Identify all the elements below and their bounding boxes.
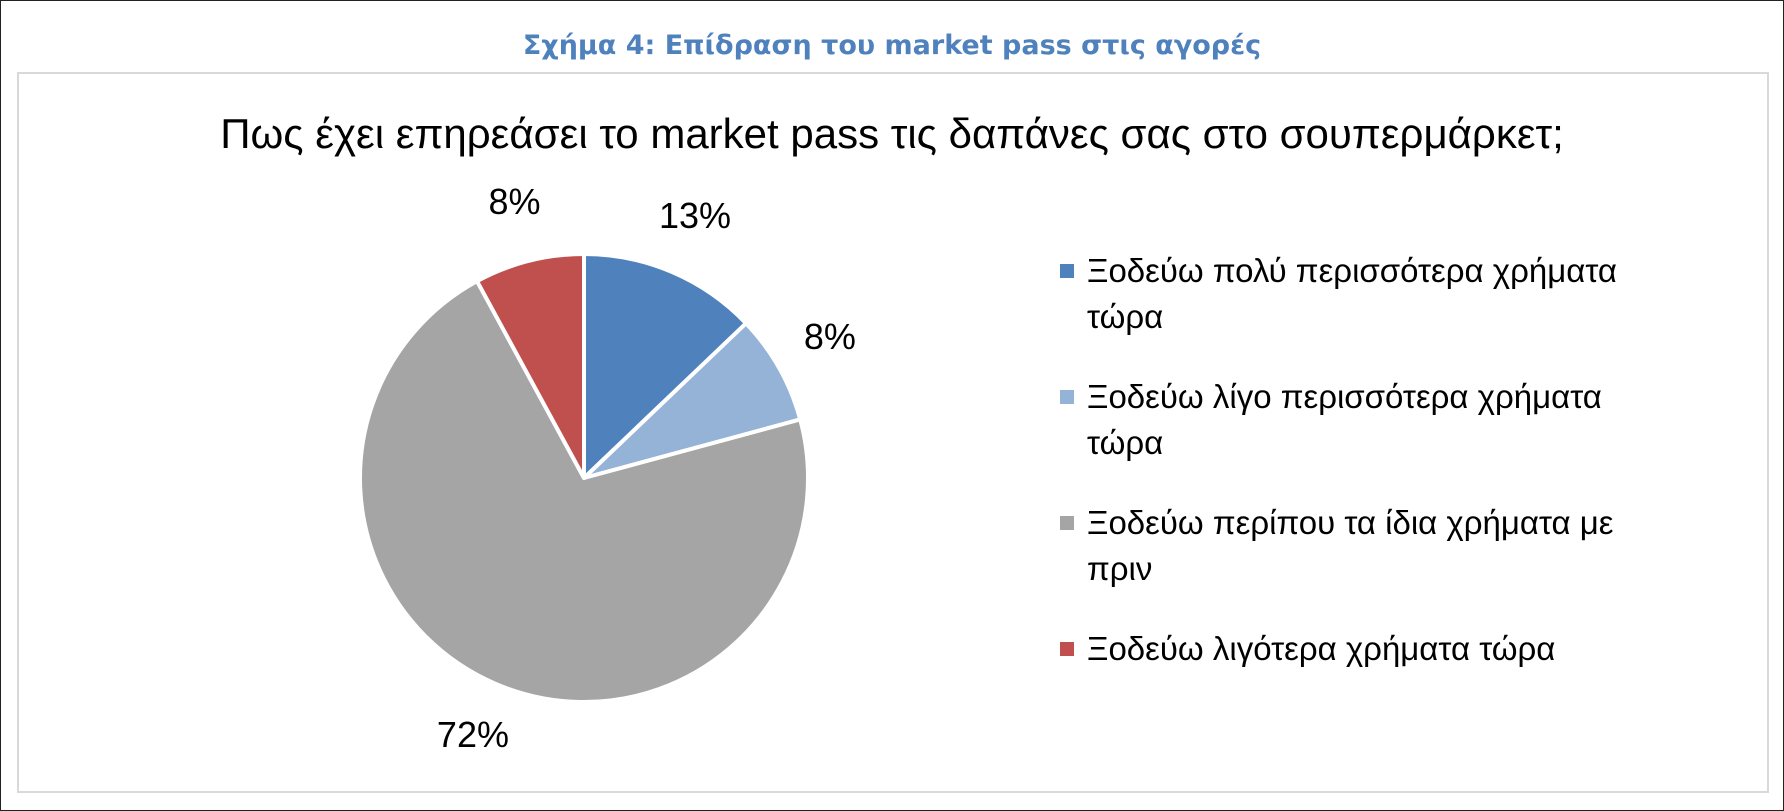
legend-swatch [1060, 516, 1074, 530]
chart-frame [17, 72, 1769, 793]
legend-label: Ξοδεύω λίγο περισσότερα χρήματα τώρα [1087, 378, 1602, 461]
pie-slice [475, 252, 586, 480]
data-label: 8% [488, 181, 540, 222]
pie-slice [582, 321, 803, 480]
data-label: 8% [804, 316, 856, 357]
legend-item: Ξοδεύω λιγότερα χρήματα τώρα [1060, 626, 1680, 672]
legend: Ξοδεύω πολύ περισσότερα χρήματα τώρα Ξοδε… [1060, 248, 1680, 706]
legend-swatch [1060, 264, 1074, 278]
legend-label: Ξοδεύω πολύ περισσότερα χρήματα τώρα [1087, 252, 1617, 335]
caption: Σχήμα 4: Επίδραση του market pass στις α… [522, 30, 1262, 61]
legend-item: Ξοδεύω περίπου τα ίδια χρήματα με πριν [1060, 500, 1680, 592]
legend-swatch [1060, 642, 1074, 656]
data-label: 72% [437, 714, 509, 755]
legend-label: Ξοδεύω περίπου τα ίδια χρήματα με πριν [1087, 504, 1614, 587]
pie-slice [358, 279, 810, 704]
pie-slice [582, 252, 749, 480]
legend-swatch [1060, 390, 1074, 404]
chart-title: Πως έχει επηρεάσει το market pass τις δα… [220, 110, 1564, 157]
data-label: 13% [659, 195, 731, 236]
legend-label: Ξοδεύω λιγότερα χρήματα τώρα [1087, 630, 1556, 667]
legend-item: Ξοδεύω λίγο περισσότερα χρήματα τώρα [1060, 374, 1680, 466]
legend-item: Ξοδεύω πολύ περισσότερα χρήματα τώρα [1060, 248, 1680, 340]
